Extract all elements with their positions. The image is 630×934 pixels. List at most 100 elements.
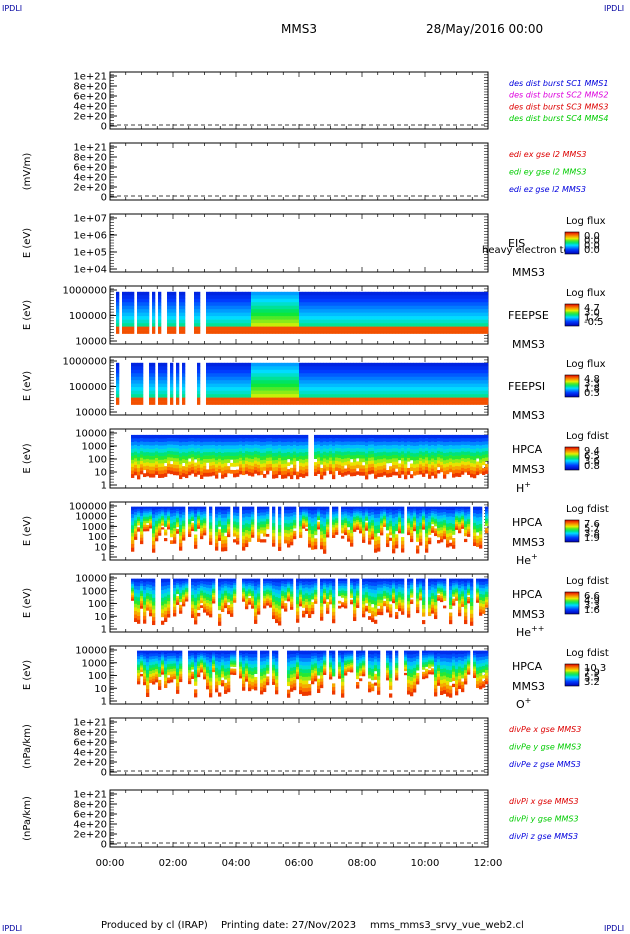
feepsi-pixel <box>344 394 348 398</box>
hpca-he-pixel <box>173 518 177 523</box>
hpca-h-pixel <box>302 445 306 450</box>
hpca-h-pixel <box>293 464 297 469</box>
feepsi-pixel <box>149 383 153 388</box>
feepsi-colorbar-tick: 4.8 <box>584 374 600 385</box>
feepsi-pixel <box>401 383 405 388</box>
feepsi-pixel <box>308 373 312 378</box>
feepsi-pixel <box>278 376 282 381</box>
hpca-h-pixel <box>398 463 402 468</box>
hpca-he-pixel <box>173 506 177 511</box>
feepsi-pixel <box>344 397 348 402</box>
feepsi-pixel <box>323 387 327 391</box>
hpca-he-pixel <box>152 537 156 542</box>
feepse-pixel <box>311 330 315 334</box>
feepsi-pixel <box>470 376 474 381</box>
hpca-h-pixel <box>131 470 135 475</box>
hpca-h-pixel <box>257 451 261 456</box>
feepsi-pixel <box>269 380 273 384</box>
feepsi-pixel <box>434 383 438 388</box>
feepse-pixel <box>329 305 333 310</box>
hpca-he-pixel <box>137 512 141 516</box>
hpca-h-pixel <box>338 438 342 442</box>
feepse-pixel <box>230 291 234 296</box>
feepsi-pixel <box>233 366 237 371</box>
hpca-h-pixel <box>455 434 459 439</box>
feepse-pixel <box>455 323 459 327</box>
hpca-h-pixel <box>281 456 285 461</box>
feepse-pixel <box>221 295 225 300</box>
feepsi-pixel <box>338 369 342 374</box>
hpca-h-pixel <box>191 470 195 474</box>
feepse-pixel <box>464 295 468 300</box>
feepse-pixel <box>392 295 396 300</box>
hpca-h-pixel <box>206 445 210 450</box>
hpca-h-pixel <box>365 457 369 462</box>
des-ytick-label: 0 <box>101 122 107 133</box>
hpca-h-pixel <box>332 449 336 454</box>
feepsi-pixel <box>302 380 306 384</box>
hpca-h-pixel <box>290 467 294 472</box>
feepsi-pixel <box>227 380 231 384</box>
edi-frame <box>109 142 489 201</box>
feepsi-pixel <box>374 397 378 402</box>
hpca-h-pixel <box>203 459 207 463</box>
hpca-h-pixel <box>332 445 336 450</box>
feepsi-pixel <box>431 387 435 391</box>
feepse-pixel <box>452 316 456 320</box>
feepsi-pixel <box>479 380 483 384</box>
feepsi-pixel <box>290 376 294 381</box>
feepse-pixel <box>209 312 213 317</box>
hpca-h-pixel <box>176 448 180 452</box>
feepse-pixel <box>209 302 213 307</box>
feepse-pixel <box>422 330 426 334</box>
hpca-h-pixel <box>287 455 291 460</box>
feepse-pixel <box>401 309 405 313</box>
feepse-pixel <box>449 305 453 310</box>
hpca-h-pixel <box>419 467 423 472</box>
feepse-pixel <box>431 312 435 317</box>
feepsi-pixel <box>464 387 468 391</box>
feepse-pixel <box>128 309 132 313</box>
feepse-pixel <box>116 295 120 300</box>
feepse-pixel <box>230 316 234 320</box>
feepsi-pixel <box>257 362 261 367</box>
feepsi-pixel <box>302 390 306 395</box>
hpca-h-pixel <box>173 454 177 459</box>
hpca-h-pixel <box>320 438 324 443</box>
feepsi-pixel <box>332 380 336 384</box>
feepse-pixel <box>254 323 258 327</box>
feepse-pixel <box>248 295 252 300</box>
feepse-pixel <box>476 330 480 334</box>
hpca-h-pixel <box>404 456 408 461</box>
hpca-h-pixel <box>146 469 150 473</box>
feepse-pixel <box>437 309 441 313</box>
feepsi-pixel <box>131 394 135 398</box>
hpca-h-pixel <box>245 454 249 458</box>
feepse-pixel <box>305 323 309 327</box>
feepsi-pixel <box>176 394 180 398</box>
hpca-h-pixel <box>467 448 471 452</box>
feepse-pixel <box>287 295 291 300</box>
hpca-he-pixel <box>188 529 192 532</box>
feepse-pixel <box>395 323 399 327</box>
hpca-h-pixel <box>446 441 450 446</box>
hpca-h-pixel <box>143 448 147 453</box>
feepsi-pixel <box>161 397 165 402</box>
feepsi-pixel <box>299 376 303 381</box>
feepse-pixel <box>458 326 462 331</box>
hpca-h-pixel <box>470 470 474 474</box>
feepsi-pixel <box>365 373 369 378</box>
feepse-pixel <box>143 316 147 320</box>
feepsi-pixel <box>356 397 360 402</box>
feepse-pixel <box>404 309 408 313</box>
hpca-h-pixel <box>422 459 426 463</box>
hpca-h-pixel <box>431 472 435 476</box>
hpca-h-pixel <box>371 463 375 468</box>
hpca-h-pixel <box>293 434 297 439</box>
feepse-pixel <box>443 323 447 327</box>
feepse-pixel <box>284 305 288 310</box>
feepsi-pixel <box>326 390 330 395</box>
hpca-h-pixel <box>386 441 390 446</box>
feepsi-pixel <box>422 397 426 402</box>
feepse-pixel <box>260 326 264 331</box>
